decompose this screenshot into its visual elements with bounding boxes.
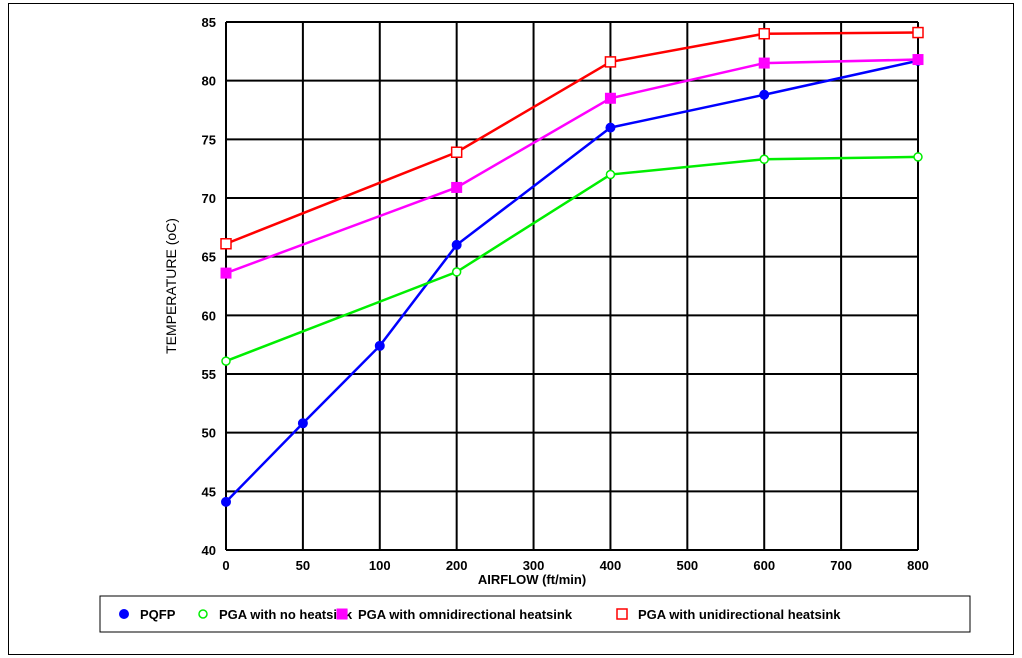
y-tick-label: 60 — [202, 308, 216, 323]
data-point — [604, 92, 616, 104]
data-point — [758, 57, 770, 69]
y-axis-ticks: 40 45 50 55 60 65 70 75 80 85 — [202, 15, 216, 558]
data-point — [759, 154, 769, 165]
data-point — [374, 340, 385, 351]
x-axis-title: AIRFLOW (ft/min) — [478, 572, 586, 587]
series-1 — [221, 152, 923, 366]
series-3 — [220, 26, 924, 250]
x-tick-label: 200 — [446, 558, 468, 573]
legend-label: PQFP — [140, 607, 176, 622]
y-tick-label: 55 — [202, 367, 216, 382]
series-2 — [220, 54, 924, 279]
data-point — [297, 418, 308, 429]
legend-marker — [198, 609, 208, 619]
chart-frame — [8, 3, 1014, 655]
data-point — [220, 267, 232, 279]
y-axis-title: TEMPERATURE (oC) — [163, 218, 179, 354]
legend-item: PGA with unidirectional heatsink — [616, 607, 841, 622]
series-line — [225, 58, 919, 275]
series-0 — [221, 55, 923, 507]
series-layer — [220, 26, 924, 507]
y-tick-label: 50 — [202, 426, 216, 441]
y-tick-label: 65 — [202, 250, 216, 265]
x-tick-label: 100 — [369, 558, 391, 573]
x-axis-ticks: 0 50 100 200 300 400 500 600 700 800 — [222, 558, 928, 573]
data-point — [912, 26, 924, 39]
legend-marker — [616, 608, 628, 620]
legend-marker — [119, 609, 129, 619]
series-line — [225, 59, 919, 503]
series-line — [225, 155, 919, 363]
y-tick-label: 85 — [202, 15, 216, 30]
data-point — [604, 56, 617, 68]
y-tick-label: 80 — [202, 74, 216, 89]
data-point — [221, 496, 231, 507]
data-point — [450, 146, 463, 158]
legend-label: PGA with unidirectional heatsink — [638, 607, 841, 622]
legend-label: PGA with no heatsink — [219, 607, 353, 622]
x-tick-label: 500 — [676, 558, 698, 573]
legend-item: PGA with no heatsink — [198, 607, 353, 622]
y-tick-label: 70 — [202, 191, 216, 206]
data-point — [913, 152, 923, 162]
data-point — [912, 54, 924, 66]
data-point — [220, 238, 232, 250]
x-tick-label: 600 — [753, 558, 775, 573]
x-tick-label: 400 — [600, 558, 622, 573]
legend-label: PGA with omnidirectional heatsink — [358, 607, 573, 622]
series-line — [225, 31, 919, 245]
data-point — [451, 239, 462, 250]
data-point — [605, 122, 616, 133]
legend-item: PGA with omnidirectional heatsink — [336, 607, 573, 622]
x-tick-label: 50 — [296, 558, 310, 573]
legend-box — [99, 595, 971, 633]
x-tick-label: 800 — [907, 558, 929, 573]
legend-marker — [336, 608, 348, 620]
x-tick-label: 0 — [222, 558, 229, 573]
data-point — [451, 267, 462, 277]
data-point — [759, 89, 770, 100]
legend: PQFP PGA with no heatsink PGA with omnidir… — [119, 607, 841, 622]
data-point — [605, 169, 616, 180]
x-tick-label: 300 — [523, 558, 545, 573]
legend-item: PQFP — [119, 607, 176, 622]
data-point — [451, 181, 463, 193]
y-tick-label: 40 — [202, 543, 216, 558]
y-tick-label: 45 — [202, 484, 216, 499]
grid — [225, 21, 919, 551]
y-tick-label: 75 — [202, 132, 216, 147]
data-point — [758, 27, 770, 40]
x-tick-label: 700 — [830, 558, 852, 573]
data-point — [221, 356, 231, 366]
